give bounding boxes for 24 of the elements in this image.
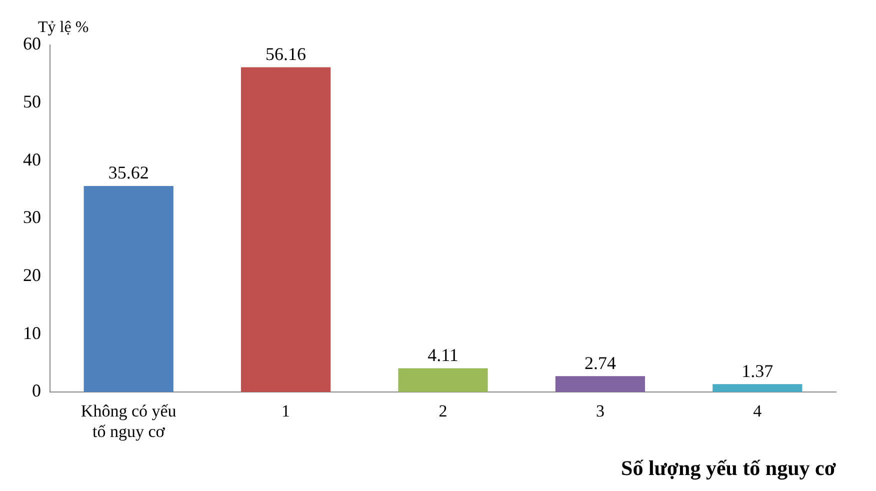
y-tick-label: 20: [23, 265, 41, 286]
x-tick-label: 4: [753, 402, 762, 421]
x-tick-label: 3: [596, 402, 604, 421]
data-label: 2.74: [584, 352, 616, 373]
data-label: 56.16: [266, 44, 306, 64]
y-tick-label: 30: [23, 207, 41, 228]
bar: [241, 67, 331, 392]
bar: [712, 384, 802, 392]
y-tick-label: 0: [32, 380, 41, 401]
bar: [84, 186, 174, 392]
y-tick-label: 40: [23, 149, 41, 170]
x-tick-label: 1: [282, 402, 290, 421]
y-axis-title: Tỷ lệ %: [38, 19, 89, 36]
data-label: 1.37: [742, 360, 774, 381]
x-tick-label: Không có yếu tố nguy cơ: [80, 402, 177, 442]
data-label: 4.11: [428, 344, 458, 365]
bar: [398, 368, 488, 392]
bar: [555, 376, 645, 392]
x-tick-label: 2: [438, 402, 448, 421]
y-tick-label: 60: [23, 34, 41, 54]
data-label: 35.62: [108, 162, 149, 183]
x-axis-title: Số lượng yếu tố nguy cơ: [621, 456, 836, 480]
y-tick-label: 10: [23, 322, 41, 343]
y-tick-label: 50: [23, 92, 41, 112]
